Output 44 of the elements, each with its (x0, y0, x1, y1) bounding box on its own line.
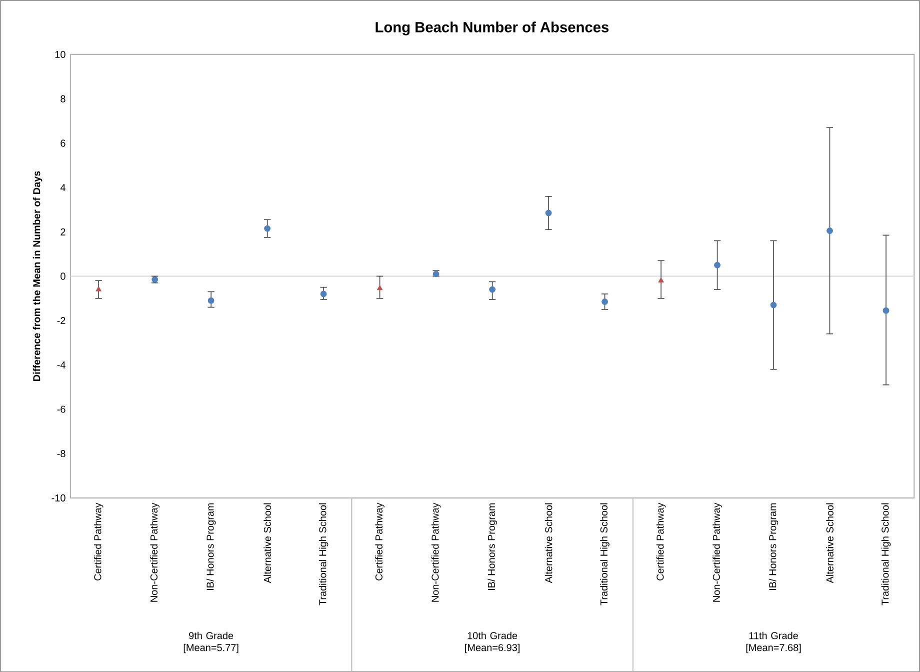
y-tick-label: 10 (55, 50, 66, 58)
point (602, 298, 608, 305)
point (96, 286, 102, 292)
x-tick-label: IB/ Honors Program (206, 503, 216, 590)
y-tick-label: -4 (57, 361, 66, 368)
chart-title: Long Beach Number of Absences (376, 22, 609, 36)
x-tick-label: Certified Pathway (94, 502, 104, 580)
y-tick-label: 6 (60, 139, 66, 147)
y-tick-label: -2 (57, 316, 66, 324)
point (208, 297, 214, 304)
x-tick-label: Traditional High School (318, 503, 328, 606)
y-tick-label: -8 (57, 450, 66, 458)
x-tick-label: Non-Certified Pathway (431, 502, 441, 602)
x-tick-label: Alternative School (826, 503, 834, 584)
text: 9th Grade [Mean=5.77] (184, 632, 238, 653)
text: 10th Grade [Mean=6.93] (465, 632, 520, 653)
y-tick-label: 0 (60, 272, 66, 280)
point (320, 290, 327, 298)
point (377, 285, 383, 290)
point (658, 277, 664, 282)
x-tick-label: IB/ Honors Program (768, 503, 778, 590)
y-tick-label: 4 (60, 184, 66, 191)
x-tick-label: Alternative School (544, 503, 552, 584)
y-tick-label: 8 (60, 95, 66, 102)
point (714, 262, 720, 268)
x-tick-label: Alternative School (264, 503, 271, 584)
text: 11th Grade [Mean=7.68] (746, 632, 801, 653)
point (489, 286, 496, 293)
y-tick-label: 2 (60, 228, 66, 236)
point (545, 210, 552, 216)
point (264, 225, 271, 232)
y-tick-label: -10 (52, 494, 66, 502)
x-tick-label: Certified Pathway (375, 502, 384, 580)
point (826, 227, 833, 234)
x-tick-label: Traditional High School (881, 503, 891, 606)
point (882, 307, 890, 314)
x-tick-label: Non-Certified Pathway (150, 502, 160, 602)
y-axis-title: Difference from the Mean in Number of Days (32, 171, 42, 381)
x-tick-label: Traditional High School (600, 503, 610, 606)
x-tick-label: IB/ Honors Program (488, 503, 497, 590)
x-tick-label: Non-Certified Pathway (712, 502, 722, 602)
x-tick-label: Certified Pathway (656, 502, 666, 580)
point (770, 302, 777, 308)
y-tick-label: -6 (57, 406, 66, 413)
